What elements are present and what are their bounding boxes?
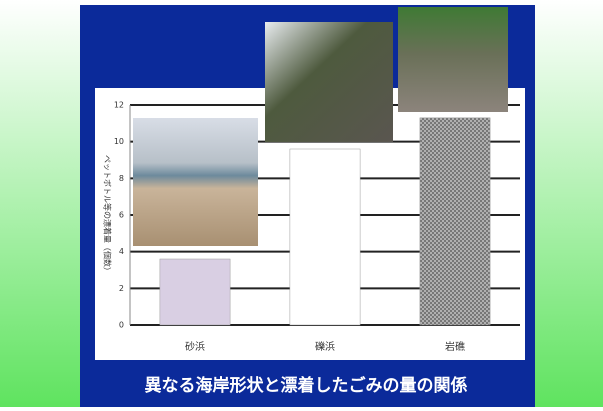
bar bbox=[419, 117, 491, 326]
y-axis-label: ペットボトル等の漂着量（個数） bbox=[103, 155, 113, 275]
y-tick-label: 12 bbox=[114, 101, 124, 110]
photo-gravel-beach bbox=[265, 22, 393, 142]
y-tick-label: 4 bbox=[119, 247, 124, 256]
bar bbox=[159, 258, 231, 326]
y-tick-label: 0 bbox=[119, 321, 124, 330]
photo-rocky-shore bbox=[398, 7, 508, 112]
x-tick-label: 礫浜 bbox=[315, 340, 335, 353]
photo-sandy-beach bbox=[133, 118, 258, 246]
chart-title: 異なる海岸形状と漂着したごみの量の関係 bbox=[145, 375, 468, 396]
y-tick-label: 8 bbox=[119, 174, 124, 183]
y-tick-label: 10 bbox=[114, 137, 124, 146]
bar bbox=[289, 148, 361, 326]
x-tick-label: 砂浜 bbox=[185, 340, 205, 353]
y-tick-label: 6 bbox=[119, 211, 124, 220]
y-tick-label: 2 bbox=[119, 284, 124, 293]
x-tick-label: 岩礁 bbox=[445, 340, 465, 353]
